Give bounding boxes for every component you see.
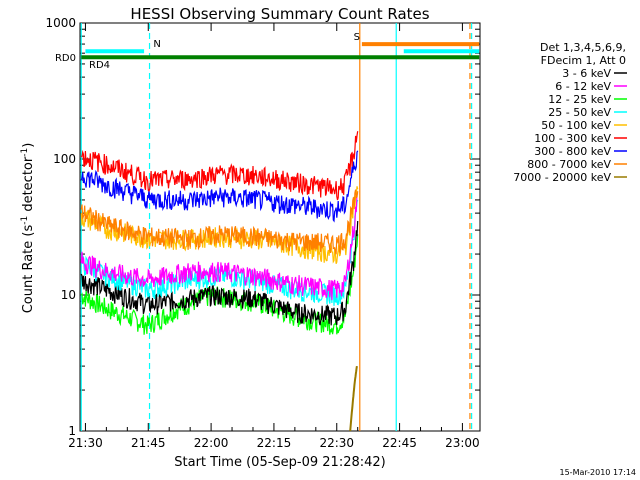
x-axis-label: Start Time (05-Sep-09 21:28:42)	[174, 455, 385, 470]
legend-label: 3 - 6 keV	[562, 67, 611, 80]
x-tick-label: 22:00	[194, 436, 229, 450]
plot-area	[79, 22, 481, 432]
legend-header-decimation: FDecim 1, Att 0	[541, 54, 626, 67]
footer-timestamp: 15-Mar-2010 17:14	[560, 468, 637, 477]
legend-label: 50 - 100 keV	[541, 119, 611, 132]
y-tick-label: 1	[68, 424, 76, 438]
series-trace-6	[80, 150, 359, 223]
x-tick-label: 21:30	[68, 436, 103, 450]
legend-label: 7000 - 20000 keV	[513, 171, 611, 184]
legend-label: 800 - 7000 keV	[527, 158, 611, 171]
series-group	[80, 131, 359, 432]
y-tick-label: 1000	[45, 16, 76, 30]
y-axis-label-mid: detector	[21, 156, 36, 216]
x-tick-label: 22:45	[382, 436, 417, 450]
x-tick-label: 22:15	[257, 436, 292, 450]
legend-label: 6 - 12 keV	[555, 80, 611, 93]
legend-header-detectors: Det 1,3,4,5,6,9,	[540, 41, 626, 54]
flag-label-n: N	[153, 39, 160, 50]
legend-label: 12 - 25 keV	[548, 93, 611, 106]
x-tick-label: 21:45	[131, 436, 166, 450]
y-axis-label-end: )	[21, 143, 36, 148]
y-tick-label: 10	[61, 288, 76, 302]
legend-label: 100 - 300 keV	[534, 132, 611, 145]
x-tick-label: 23:00	[445, 436, 480, 450]
flag-bars: N S RD0 RD4	[55, 32, 480, 71]
legend-label: 25 - 50 keV	[548, 106, 611, 119]
series-trace-7	[80, 189, 359, 255]
legend: Det 1,3,4,5,6,9, FDecim 1, Att 0 3 - 6 k…	[513, 41, 627, 184]
x-tick-label: 22:30	[319, 436, 354, 450]
y-axis-label-sup1: -1	[20, 216, 30, 225]
chart-title: HESSI Observing Summary Count Rates	[130, 5, 429, 23]
series-trace-3	[80, 199, 359, 306]
series-trace-8	[349, 365, 358, 432]
y-tick-label: 100	[53, 152, 76, 166]
legend-label: 300 - 800 keV	[534, 145, 611, 158]
y-axis-label-sup2: -1	[20, 148, 30, 157]
y-axis-label: Count Rate (s-1 detector-1)	[20, 143, 36, 314]
series-trace-0	[80, 220, 359, 326]
flag-label-s: S	[354, 32, 360, 43]
flag-label-rd4: RD4	[89, 60, 110, 71]
y-axis-label-main: Count Rate (s	[21, 225, 36, 314]
event-markers	[80, 23, 473, 431]
x-axis: 21:30 21:45 22:00 22:15 22:30 22:45 23:00	[68, 23, 480, 450]
flag-label-rd0: RD0	[55, 53, 76, 64]
axes-frame	[79, 22, 481, 432]
series-trace-1	[80, 192, 359, 301]
series-trace-5	[80, 131, 359, 201]
